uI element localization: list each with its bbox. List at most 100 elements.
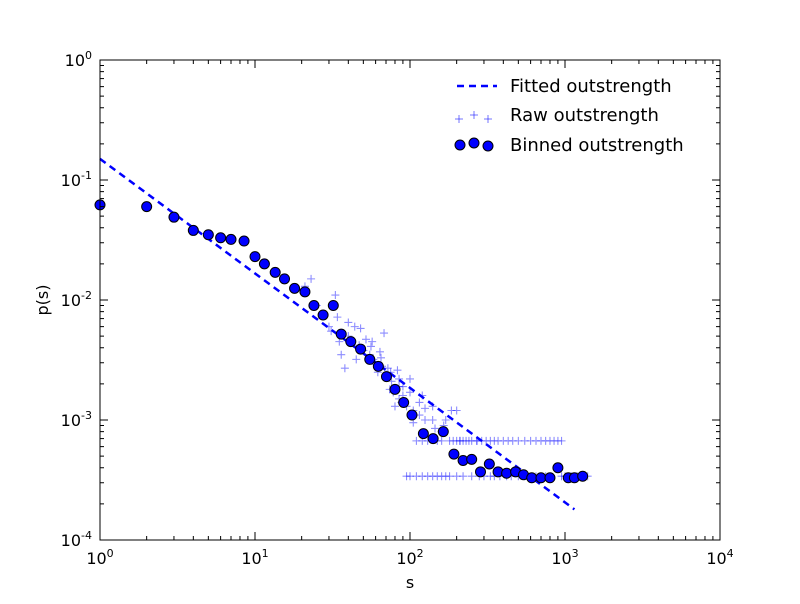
binned-outstrength-point — [269, 266, 281, 278]
binned-outstrength-point — [355, 343, 367, 355]
binned-outstrength-point — [187, 224, 199, 236]
binned-outstrength-point — [335, 328, 347, 340]
x-axis-label: s — [406, 573, 414, 592]
raw-outstrength-point — [441, 416, 450, 424]
raw-outstrength-point — [472, 436, 481, 445]
raw-outstrength-point — [368, 337, 377, 346]
binned-outstrength-point — [238, 235, 250, 247]
y-axis-label: p(s) — [33, 285, 52, 316]
legend-fit-label: Fitted outstrength — [510, 76, 672, 97]
raw-outstrength-point — [406, 388, 414, 397]
raw-outstrength-point — [390, 402, 399, 411]
x-tick-label: 103 — [551, 547, 578, 568]
raw-outstrength-point — [482, 436, 491, 445]
binned-outstrength-point — [202, 229, 214, 241]
raw-outstrength-point — [377, 353, 386, 362]
raw-outstrength-point — [452, 436, 461, 445]
raw-outstrength-point — [557, 436, 566, 445]
raw-outstrength-point — [383, 364, 392, 373]
raw-outstrength-point — [553, 436, 562, 445]
raw-outstrength-point — [431, 424, 440, 433]
binned-outstrength-point — [168, 211, 180, 223]
legend-raw-label: Raw outstrength — [510, 105, 659, 126]
raw-outstrength-point — [447, 406, 456, 415]
binned-outstrength-point — [258, 258, 270, 270]
binned-outstrength-point — [279, 273, 291, 285]
raw-outstrength-point — [455, 436, 464, 445]
raw-outstrength-point — [490, 436, 499, 445]
raw-outstrength-point — [437, 436, 446, 445]
raw-outstrength-point — [504, 436, 513, 445]
raw-outstrength-point — [406, 374, 414, 383]
binned-outstrength-point — [448, 448, 460, 460]
x-tick-label: 101 — [241, 547, 268, 568]
raw-outstrength-point — [344, 318, 353, 327]
raw-outstrength-point — [541, 436, 550, 445]
raw-outstrength-point — [352, 355, 361, 364]
raw-outstrength-point — [445, 436, 454, 445]
raw-outstrength-point — [433, 472, 442, 481]
raw-outstrength-point — [550, 436, 559, 445]
raw-outstrength-point — [428, 472, 437, 481]
raw-outstrength-point — [508, 436, 517, 445]
raw-outstrength-point — [418, 391, 427, 400]
raw-outstrength-point — [380, 329, 389, 338]
y-tick-label: 10-3 — [61, 409, 92, 430]
binned-outstrength-point — [299, 286, 311, 298]
binned-outstrength-point — [372, 360, 384, 372]
binned-outstrength-point — [483, 458, 495, 470]
legend-raw-swatch — [455, 111, 492, 123]
binned-outstrength-point — [308, 299, 320, 311]
raw-outstrength-point — [340, 364, 349, 373]
raw-outstrength-point — [361, 335, 370, 344]
raw-outstrength-point — [459, 436, 468, 445]
raw-outstrength-point — [514, 436, 523, 445]
raw-outstrength-point — [494, 436, 503, 445]
raw-outstrength-point — [395, 374, 404, 383]
raw-outstrength-point — [423, 472, 432, 481]
tick-layer: 100 101 102 103 104 10-4 10-3 10-2 10-1 100 — [61, 49, 734, 568]
raw-outstrength-point — [441, 472, 450, 481]
binned-outstrength-point — [501, 467, 513, 479]
raw-outstrength-point — [366, 342, 375, 351]
binned-outstrength-point — [389, 383, 401, 395]
y-tick-label: 10-2 — [61, 289, 92, 310]
raw-outstrength-point — [486, 472, 495, 481]
raw-outstrength-point — [520, 436, 529, 445]
y-tick-label: 100 — [65, 49, 92, 70]
raw-outstrength-point — [418, 472, 427, 481]
raw-outstrength-point — [350, 322, 359, 331]
y-tick-label: 10-4 — [61, 529, 92, 550]
binned-outstrength-point — [141, 201, 153, 213]
raw-outstrength-point — [415, 398, 424, 407]
raw-outstrength-point — [393, 366, 402, 375]
binned-outstrength-point — [327, 299, 339, 311]
x-tick-label: 102 — [396, 547, 423, 568]
raw-outstrength-point — [526, 436, 535, 445]
raw-outstrength-point — [472, 436, 481, 445]
raw-outstrength-point — [327, 327, 336, 336]
binned-outstrength-point — [345, 336, 357, 348]
legend-binned-swatch — [454, 137, 494, 152]
raw-outstrength-point — [356, 324, 365, 333]
raw-outstrength-point — [452, 472, 461, 481]
binned-outstrength-point — [364, 353, 376, 365]
binned-layer — [94, 199, 589, 484]
raw-outstrength-point — [412, 436, 421, 445]
raw-outstrength-point — [532, 436, 541, 445]
raw-outstrength-point — [333, 313, 342, 322]
raw-outstrength-point — [486, 436, 495, 445]
binned-outstrength-point — [526, 472, 538, 484]
x-tick-label: 100 — [86, 547, 113, 568]
binned-outstrength-point — [466, 453, 478, 465]
raw-outstrength-point — [337, 350, 346, 359]
binned-outstrength-point — [398, 396, 410, 408]
binned-outstrength-point — [317, 309, 329, 321]
legend: Fitted outstrength Raw outstrength Binne… — [454, 76, 684, 156]
binned-outstrength-point — [577, 470, 589, 482]
binned-outstrength-point — [552, 462, 564, 474]
x-tick-label: 104 — [706, 547, 733, 568]
raw-outstrength-point — [402, 472, 411, 481]
raw-outstrength-point — [467, 472, 476, 481]
